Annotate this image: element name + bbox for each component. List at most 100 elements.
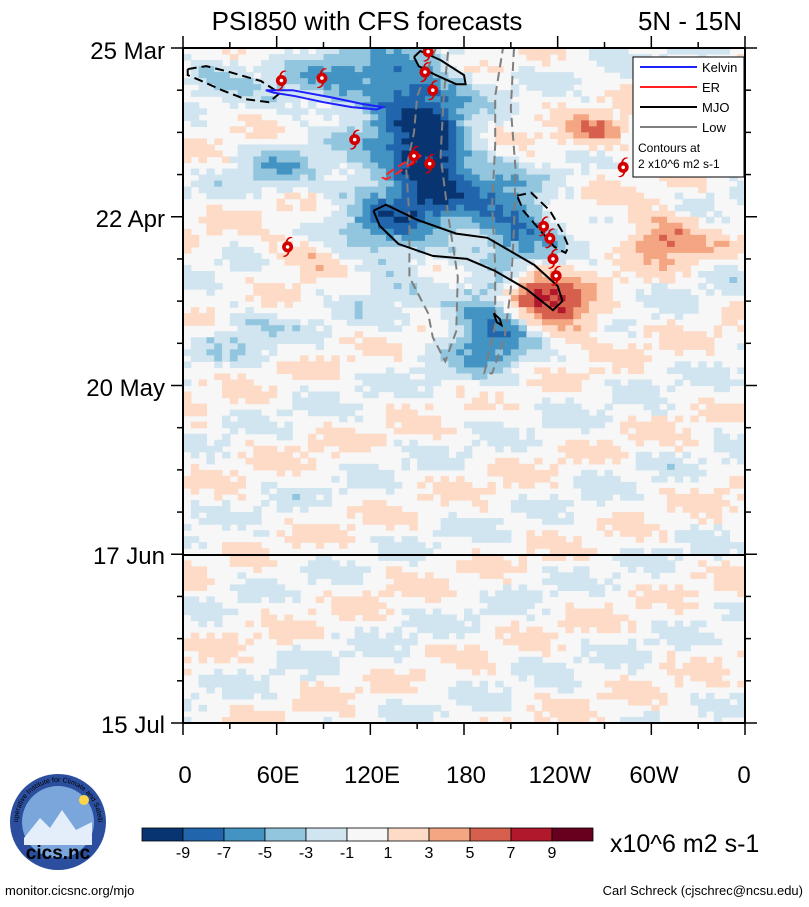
- field-cell: [222, 548, 231, 555]
- field-cell: [417, 126, 426, 133]
- field-cell: [198, 84, 208, 91]
- field-cell: [573, 252, 582, 260]
- field-cell: [721, 415, 730, 423]
- field-cell: [229, 301, 239, 308]
- field-cell: [674, 590, 684, 598]
- field-cell: [378, 686, 387, 694]
- field-cell: [666, 650, 676, 658]
- field-cell: [354, 403, 364, 411]
- field-cell: [557, 114, 567, 121]
- field-cell: [198, 439, 208, 447]
- field-cell: [534, 512, 543, 519]
- field-cell: [627, 493, 637, 501]
- field-cell: [214, 72, 223, 79]
- field-cell: [339, 704, 348, 712]
- field-cell: [495, 463, 504, 471]
- field-cell: [651, 289, 660, 296]
- field-cell: [323, 126, 332, 133]
- field-cell: [565, 548, 574, 555]
- field-cell: [385, 421, 395, 429]
- field-cell: [307, 373, 317, 381]
- field-cell: [378, 228, 387, 236]
- field-cell: [307, 433, 317, 441]
- tropical-cyclone-icon: [349, 129, 361, 150]
- field-cell: [503, 258, 512, 266]
- field-cell: [378, 114, 387, 121]
- field-cell: [471, 355, 481, 362]
- field-cell: [526, 54, 535, 61]
- field-cell: [222, 692, 231, 700]
- field-cell: [214, 174, 223, 182]
- field-cell: [339, 90, 348, 97]
- footer-url[interactable]: monitor.cicsnc.org/mjo: [5, 883, 135, 898]
- field-cell: [393, 409, 403, 417]
- field-cell: [370, 343, 379, 350]
- field-cell: [573, 120, 582, 127]
- field-cell: [471, 349, 481, 356]
- field-cell: [354, 252, 364, 260]
- field-cell: [417, 156, 426, 164]
- field-cell: [323, 397, 332, 405]
- field-cell: [666, 602, 676, 610]
- field-cell: [385, 126, 395, 133]
- field-cell: [518, 584, 528, 592]
- field-cell: [307, 126, 317, 133]
- field-cell: [471, 493, 481, 501]
- field-cell: [526, 355, 535, 362]
- field-cell: [448, 355, 457, 362]
- field-cell: [370, 48, 379, 55]
- field-cell: [635, 252, 645, 260]
- field-cell: [331, 433, 340, 441]
- field-cell: [409, 451, 418, 459]
- field-cell: [620, 325, 629, 332]
- field-cell: [222, 524, 231, 531]
- field-cell: [651, 313, 660, 320]
- field-cell: [487, 319, 496, 326]
- field-cell: [315, 500, 325, 507]
- field-cell: [378, 614, 387, 622]
- field-cell: [666, 385, 676, 393]
- field-cell: [448, 319, 457, 326]
- field-cell: [471, 397, 481, 405]
- field-cell: [643, 246, 652, 254]
- field-cell: [307, 493, 317, 501]
- field-cell: [245, 246, 254, 254]
- field-cell: [424, 620, 434, 628]
- field-cell: [479, 331, 489, 338]
- field-cell: [401, 283, 410, 290]
- field-cell: [471, 228, 481, 236]
- field-cell: [713, 277, 723, 284]
- field-cell: [323, 295, 332, 302]
- field-cell: [510, 210, 520, 218]
- field-cell: [549, 590, 559, 598]
- field-cell: [268, 337, 278, 344]
- field-cell: [495, 367, 504, 375]
- field-cell: [315, 626, 325, 634]
- field-cell: [627, 391, 637, 399]
- field-cell: [424, 283, 434, 290]
- field-cell: [495, 518, 504, 525]
- field-cell: [378, 433, 387, 441]
- field-cell: [315, 258, 325, 266]
- storm-arm-top: [430, 80, 438, 86]
- field-cell: [440, 343, 449, 350]
- field-cell: [315, 337, 325, 344]
- field-cell: [222, 391, 231, 399]
- field-cell: [424, 548, 434, 555]
- field-cell: [456, 481, 465, 489]
- field-cell: [471, 650, 481, 658]
- field-cell: [409, 560, 418, 567]
- field-cell: [588, 469, 598, 477]
- field-cell: [229, 391, 239, 399]
- field-cell: [206, 337, 215, 344]
- field-cell: [401, 270, 410, 278]
- field-cell: [737, 325, 745, 332]
- field-cell: [713, 602, 723, 610]
- field-cell: [346, 355, 356, 362]
- field-cell: [627, 686, 637, 694]
- field-cell: [503, 331, 512, 338]
- field-cell: [253, 258, 262, 266]
- field-cell: [518, 493, 528, 501]
- field-cell: [393, 102, 403, 109]
- field-cell: [206, 277, 215, 284]
